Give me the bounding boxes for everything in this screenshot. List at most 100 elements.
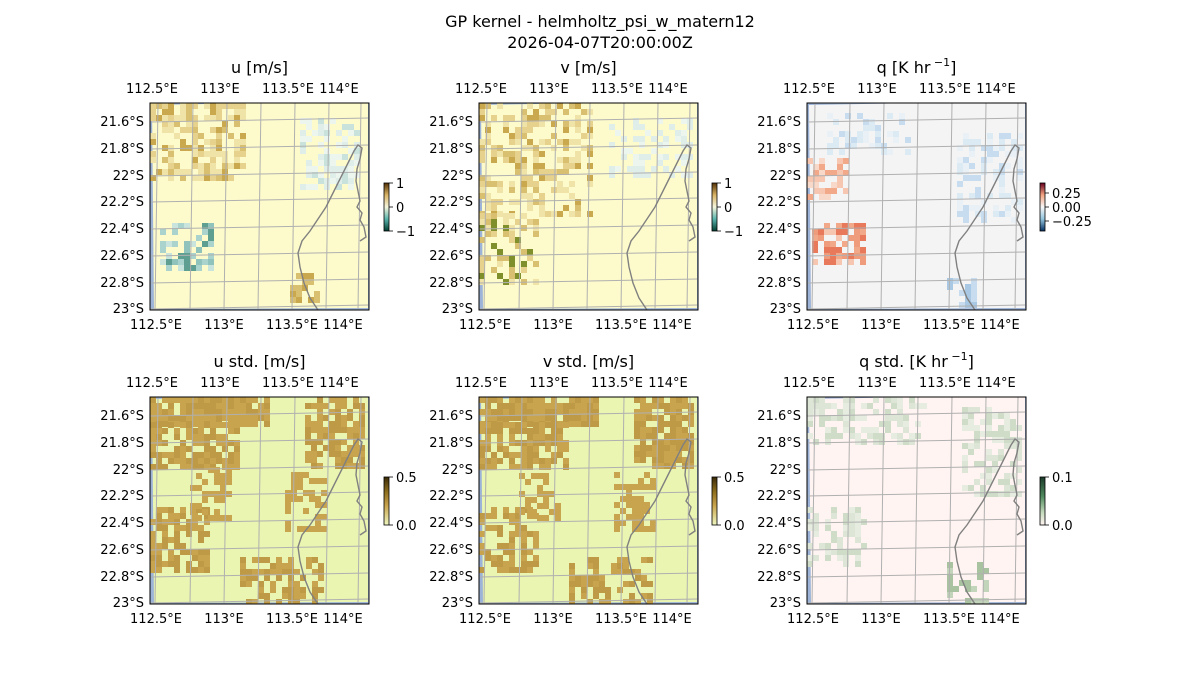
field-cell — [521, 428, 527, 434]
map-panel-qstd: q std. [K hr −1]112.5°E112.5°E113°E113°E… — [757, 350, 1072, 627]
field-cell — [156, 434, 162, 440]
field-cell — [174, 121, 180, 127]
field-cell — [515, 237, 521, 243]
field-cell — [312, 587, 318, 593]
field-cell — [228, 175, 234, 181]
field-cell — [819, 397, 825, 403]
field-cell — [855, 507, 861, 513]
field-cell — [633, 118, 639, 124]
field-cell — [539, 103, 545, 109]
field-cell — [192, 151, 198, 157]
field-cell — [632, 508, 638, 514]
field-cell — [635, 575, 641, 581]
field-cell — [198, 163, 204, 169]
field-cell — [208, 265, 214, 271]
field-cell — [315, 478, 321, 484]
field-cell — [214, 515, 220, 521]
field-cell — [479, 446, 485, 452]
field-cell — [515, 464, 521, 470]
field-cell — [228, 440, 234, 446]
field-cell — [646, 403, 652, 409]
lat-tick-label: 22.8°S — [757, 276, 801, 291]
field-cell — [168, 403, 174, 409]
field-cell — [234, 109, 240, 115]
field-cell — [359, 427, 365, 433]
field-cell — [563, 145, 569, 151]
field-cell — [525, 503, 531, 509]
field-cell — [569, 211, 575, 217]
field-cell — [348, 166, 354, 172]
field-cell — [208, 259, 214, 265]
field-cell — [855, 561, 861, 567]
field-cell — [634, 445, 640, 451]
field-cell — [863, 125, 869, 131]
field-cell — [861, 427, 867, 433]
field-cell — [623, 557, 629, 563]
field-cell — [246, 575, 252, 581]
field-cell — [216, 109, 222, 115]
field-cell — [1004, 473, 1010, 479]
field-cell — [962, 467, 968, 473]
field-cell — [539, 440, 545, 446]
field-cell — [1017, 199, 1023, 205]
field-cell — [977, 574, 983, 580]
field-cell — [638, 502, 644, 508]
field-cell — [324, 130, 330, 136]
field-cell — [843, 158, 849, 164]
field-cell — [947, 284, 953, 290]
field-cell — [521, 452, 527, 458]
field-cell — [306, 124, 312, 130]
field-cell — [252, 575, 258, 581]
field-cell — [216, 440, 222, 446]
graticule — [807, 103, 1026, 310]
field-cell — [285, 496, 291, 502]
field-cell — [825, 519, 831, 525]
field-cell — [521, 157, 527, 163]
field-cell — [543, 515, 549, 521]
field-cell — [545, 440, 551, 446]
field-cell — [843, 525, 849, 531]
field-cell — [180, 440, 186, 446]
field-cell — [240, 575, 246, 581]
field-cell — [359, 403, 365, 409]
field-cell — [220, 473, 226, 479]
field-cell — [156, 103, 162, 109]
coastline — [954, 143, 1024, 310]
field-cell — [204, 397, 210, 403]
field-cell — [515, 163, 521, 169]
lat-tick-label: 22.6°S — [100, 543, 144, 558]
field-cell — [855, 531, 861, 537]
field-cell — [875, 137, 881, 143]
field-cell — [999, 139, 1005, 145]
field-cell — [168, 458, 174, 464]
field-cell — [336, 142, 342, 148]
field-cell — [186, 127, 192, 133]
field-cell — [216, 422, 222, 428]
field-cell — [639, 136, 645, 142]
field-cell — [837, 543, 843, 549]
field-cell — [156, 507, 162, 513]
field-cell — [168, 151, 174, 157]
field-cell — [335, 439, 341, 445]
field-cell — [174, 434, 180, 440]
field-cell — [825, 415, 831, 421]
field-cell — [479, 452, 485, 458]
field-cell — [234, 139, 240, 145]
field-cell — [533, 121, 539, 127]
field-cell — [342, 136, 348, 142]
lat-tick-label: 22.6°S — [757, 249, 801, 264]
field-cell — [593, 593, 599, 599]
field-cell — [288, 575, 294, 581]
field-cell — [545, 403, 551, 409]
field-cell — [336, 154, 342, 160]
field-cell — [533, 434, 539, 440]
field-cell — [276, 563, 282, 569]
field-cell — [539, 403, 545, 409]
field-cell — [186, 103, 192, 109]
graticule — [150, 103, 369, 310]
field-cell — [557, 181, 563, 187]
field-cell — [150, 543, 156, 549]
field-cell — [479, 255, 485, 261]
field-cell — [537, 515, 543, 521]
field-cell — [180, 139, 186, 145]
